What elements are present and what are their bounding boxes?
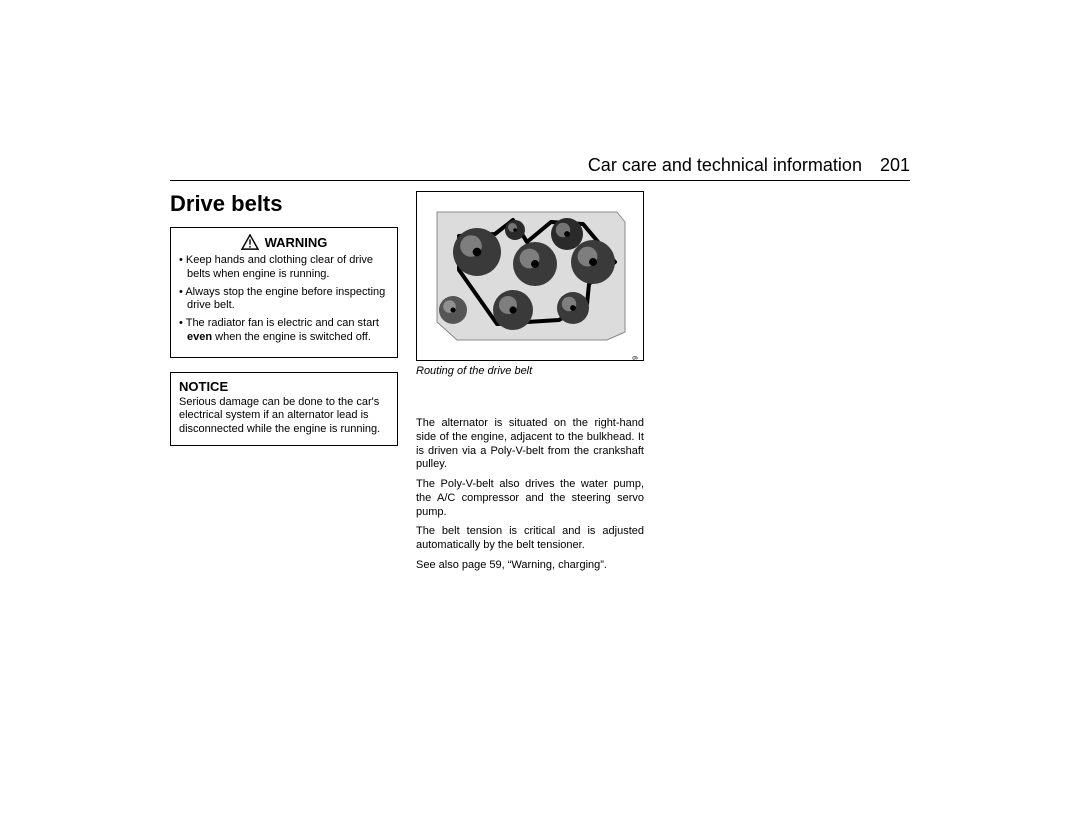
- right-column: [662, 191, 890, 579]
- warning-triangle-icon: [241, 234, 259, 250]
- body-paragraph: The alternator is situated on the right-…: [416, 417, 644, 472]
- figure-caption: Routing of the drive belt: [416, 365, 644, 377]
- drive-belt-diagram: [417, 192, 644, 361]
- warning-item: The radiator fan is electric and can sta…: [179, 317, 389, 345]
- page-number: 201: [880, 155, 910, 176]
- body-paragraph: See also page 59, “Warning, charging”.: [416, 559, 644, 573]
- page-header: Car care and technical information 201: [170, 155, 910, 181]
- section-title: Drive belts: [170, 191, 398, 217]
- notice-label: NOTICE: [179, 379, 389, 394]
- figure-code: IB929: [632, 356, 639, 361]
- middle-column: IB929 Routing of the drive belt The alte…: [416, 191, 644, 579]
- content-columns: Drive belts WARNING Keep hands and cloth…: [170, 191, 910, 579]
- body-text: The alternator is situated on the right-…: [416, 417, 644, 573]
- warning-box: WARNING Keep hands and clothing clear of…: [170, 227, 398, 358]
- figure-drive-belt: IB929: [416, 191, 644, 361]
- body-paragraph: The Poly-V-belt also drives the water pu…: [416, 478, 644, 519]
- warning-list: Keep hands and clothing clear of drive b…: [179, 254, 389, 345]
- notice-text: Serious damage can be done to the car's …: [179, 396, 389, 437]
- warning-item: Always stop the engine before inspecting…: [179, 286, 389, 314]
- warning-item: Keep hands and clothing clear of drive b…: [179, 254, 389, 282]
- body-paragraph: The belt tension is critical and is adju…: [416, 525, 644, 553]
- manual-page: Car care and technical information 201 D…: [170, 155, 910, 579]
- left-column: Drive belts WARNING Keep hands and cloth…: [170, 191, 398, 579]
- chapter-title: Car care and technical information: [588, 155, 862, 176]
- warning-label: WARNING: [265, 235, 328, 250]
- notice-box: NOTICE Serious damage can be done to the…: [170, 372, 398, 446]
- warning-header: WARNING: [179, 234, 389, 250]
